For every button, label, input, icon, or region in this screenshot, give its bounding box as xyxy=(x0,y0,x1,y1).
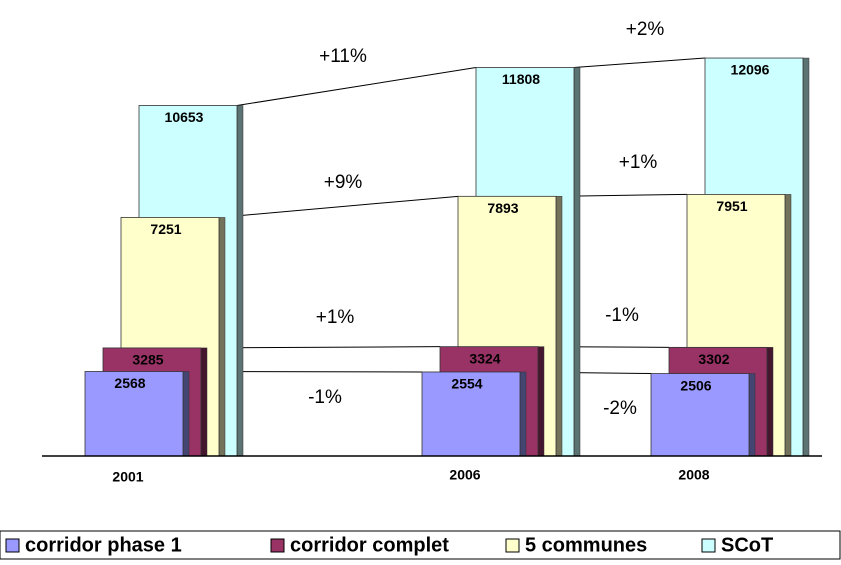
annotation: +1% xyxy=(619,152,658,173)
bar-side xyxy=(556,196,562,456)
value-label: 10653 xyxy=(165,109,204,125)
value-label: 3324 xyxy=(469,350,500,366)
bar-side xyxy=(749,374,755,456)
connector xyxy=(574,58,705,67)
bar-side xyxy=(803,58,809,456)
bar-side xyxy=(574,68,580,456)
x-tick-label: 2006 xyxy=(449,467,480,483)
connector xyxy=(237,68,476,106)
bar-side xyxy=(183,372,189,456)
legend-swatch xyxy=(6,539,19,552)
x-tick-label: 2008 xyxy=(678,467,709,483)
annotation: +11% xyxy=(319,46,367,67)
bar-side xyxy=(219,217,225,456)
legend-swatch xyxy=(506,539,519,552)
legend-label: SCoT xyxy=(721,534,773,556)
legend-label: corridor complet xyxy=(290,534,449,556)
value-label: 3302 xyxy=(698,351,729,367)
legend-label: 5 communes xyxy=(525,534,647,556)
value-label: 7951 xyxy=(716,198,747,214)
legend-label: corridor phase 1 xyxy=(25,534,182,556)
legend-swatch xyxy=(271,539,284,552)
bar-side xyxy=(785,194,791,456)
bar-side xyxy=(201,348,207,456)
value-label: 3285 xyxy=(132,352,163,368)
annotation: +9% xyxy=(324,172,363,193)
value-label: 2506 xyxy=(680,377,711,393)
connector xyxy=(219,196,458,217)
value-label: 7893 xyxy=(487,200,518,216)
bar-side xyxy=(237,106,243,456)
value-label: 2554 xyxy=(451,376,482,392)
legend-swatch xyxy=(702,539,715,552)
bar-side xyxy=(538,347,544,456)
value-label: 12096 xyxy=(731,62,770,78)
annotation: +2% xyxy=(626,19,665,40)
value-label: 2568 xyxy=(114,375,145,391)
annotation: -1% xyxy=(308,387,342,408)
annotation: +1% xyxy=(316,307,355,328)
value-label: 11808 xyxy=(502,71,540,87)
value-label: 7251 xyxy=(150,221,181,237)
annotation: -2% xyxy=(603,398,637,419)
x-tick-label: 2001 xyxy=(112,469,143,485)
bar-side xyxy=(767,347,773,456)
bar-side xyxy=(520,372,526,456)
annotation: -1% xyxy=(605,305,639,326)
